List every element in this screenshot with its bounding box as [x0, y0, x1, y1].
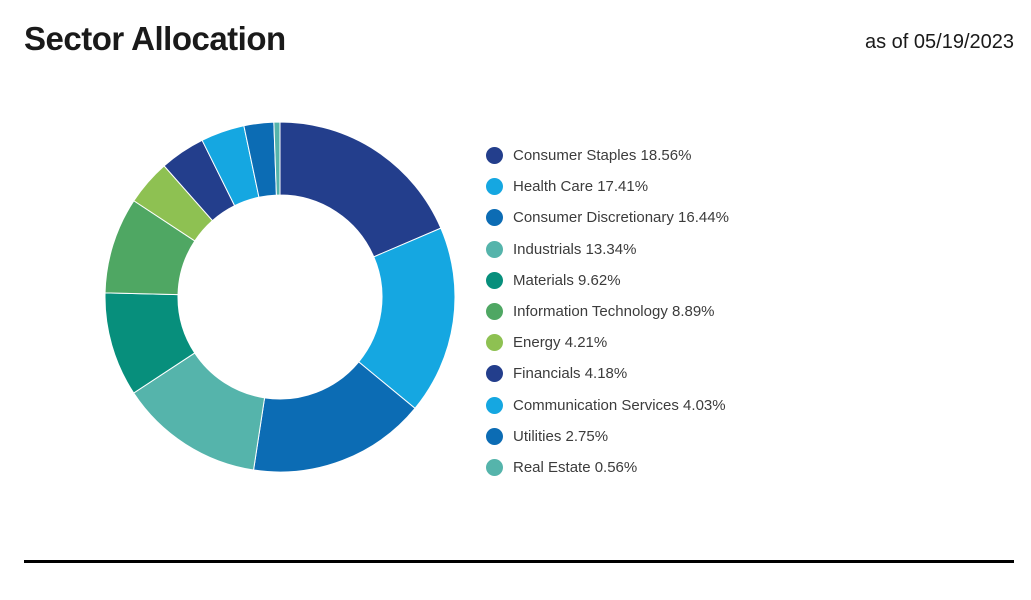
donut-slice-consumer-staples[interactable]	[279, 121, 442, 258]
legend-swatch-icon	[486, 334, 503, 352]
footer-divider	[24, 560, 1014, 563]
legend-swatch-icon	[486, 458, 503, 476]
legend-label: Health Care 17.41%	[513, 178, 649, 196]
legend-swatch-icon	[486, 271, 503, 289]
legend-item-consumer-discretionary: Consumer Discretionary 16.44%	[486, 202, 906, 233]
legend-item-financials: Financials 4.18%	[486, 358, 906, 389]
legend-item-industrials: Industrials 13.34%	[486, 234, 906, 265]
legend-label: Communication Services 4.03%	[513, 396, 726, 414]
legend-swatch-icon	[486, 303, 503, 321]
legend-item-consumer-staples: Consumer Staples 18.56%	[486, 140, 906, 171]
legend-swatch-icon	[486, 178, 503, 196]
donut-svg	[104, 121, 456, 473]
legend-label: Real Estate 0.56%	[513, 458, 638, 476]
legend-swatch-icon	[486, 147, 503, 165]
legend-swatch-icon	[486, 396, 503, 414]
legend-label: Financials 4.18%	[513, 365, 628, 383]
legend-label: Information Technology 8.89%	[513, 303, 715, 321]
legend-swatch-icon	[486, 209, 503, 227]
legend-item-energy: Energy 4.21%	[486, 327, 906, 358]
legend-item-information-technology: Information Technology 8.89%	[486, 296, 906, 327]
legend-item-health-care: Health Care 17.41%	[486, 171, 906, 202]
legend-item-materials: Materials 9.62%	[486, 265, 906, 296]
page-title: Sector Allocation	[24, 20, 286, 57]
legend-label: Consumer Discretionary 16.44%	[513, 209, 729, 227]
legend-label: Materials 9.62%	[513, 271, 621, 289]
legend-label: Industrials 13.34%	[513, 240, 637, 258]
sector-donut-chart	[100, 117, 460, 477]
legend-label: Utilities 2.75%	[513, 427, 609, 445]
legend-swatch-icon	[486, 240, 503, 258]
legend-swatch-icon	[486, 365, 503, 383]
donut-slice-real-estate[interactable]	[273, 121, 281, 196]
legend-item-utilities: Utilities 2.75%	[486, 421, 906, 452]
legend-swatch-icon	[486, 427, 503, 445]
legend-label: Consumer Staples 18.56%	[513, 147, 692, 165]
legend-item-communication-services: Communication Services 4.03%	[486, 390, 906, 421]
legend-item-real-estate: Real Estate 0.56%	[486, 452, 906, 483]
as-of-date: as of 05/19/2023	[864, 31, 1014, 53]
legend-label: Energy 4.21%	[513, 334, 608, 352]
chart-legend: Consumer Staples 18.56% Health Care 17.41…	[486, 140, 906, 483]
